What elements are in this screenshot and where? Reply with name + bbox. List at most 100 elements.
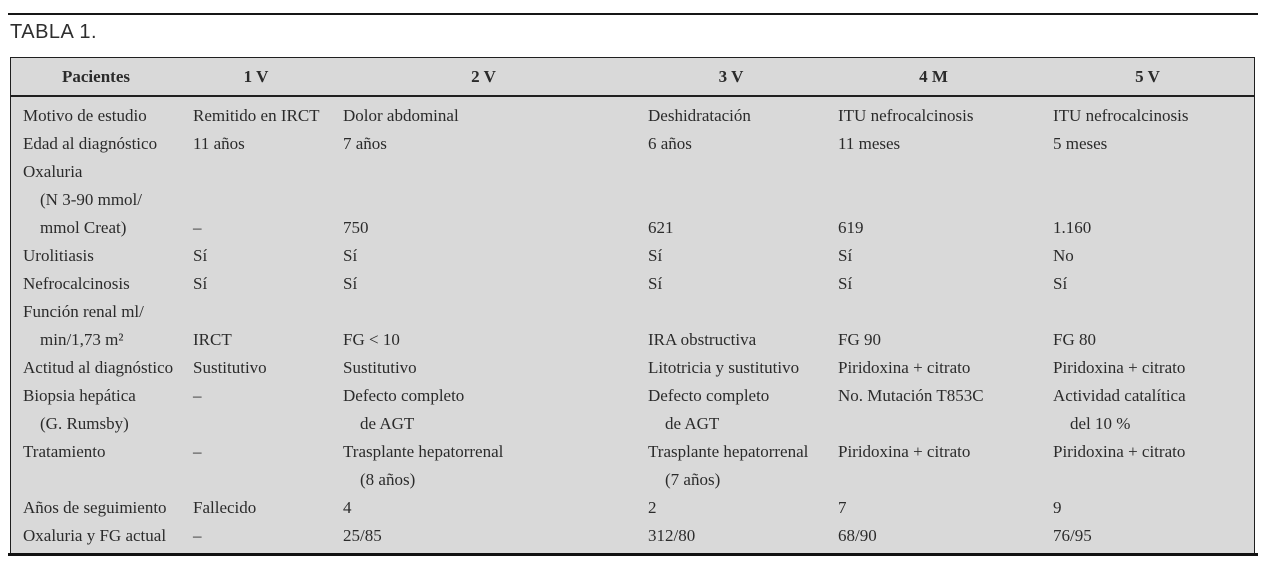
cell-line: 312/80 bbox=[648, 526, 696, 545]
table-row: Oxaluria (N 3-90 mmol/mmol Creat) – 750 621 6… bbox=[11, 158, 1254, 242]
cell-line: 2 bbox=[648, 498, 657, 517]
cell-line: Piridoxina + citrato bbox=[838, 358, 971, 377]
value-cell: No. Mutación T853C bbox=[826, 382, 1041, 438]
table-row: Nefrocalcinosis Sí Sí Sí Sí Sí bbox=[11, 270, 1254, 298]
value-cell: Remitido en IRCT bbox=[181, 96, 331, 130]
cell-line: Deshidratación bbox=[648, 106, 751, 125]
top-rule bbox=[8, 13, 1258, 15]
cell-line: (N 3-90 mmol/ bbox=[40, 190, 142, 209]
cell-line: 11 meses bbox=[838, 134, 901, 153]
value-cell: 11 años bbox=[181, 130, 331, 158]
row-label: Nefrocalcinosis bbox=[11, 270, 181, 298]
table-row: Función renal ml/min/1,73 m² IRCT FG < 10 I… bbox=[11, 298, 1254, 354]
value-cell: FG 80 bbox=[1041, 298, 1254, 354]
table-row: Oxaluria y FG actual – 25/85 312/80 68/90 76/… bbox=[11, 522, 1254, 555]
table-row: Años de seguimiento Fallecido 4 2 7 9 bbox=[11, 494, 1254, 522]
cell-line: Sustitutivo bbox=[343, 358, 417, 377]
value-cell: FG 90 bbox=[826, 298, 1041, 354]
cell-line: Actividad catalítica bbox=[1053, 386, 1186, 405]
cell-line: Dolor abdominal bbox=[343, 106, 459, 125]
value-cell: Sí bbox=[636, 270, 826, 298]
value-cell: 7 bbox=[826, 494, 1041, 522]
cell-line: IRA obstructiva bbox=[648, 330, 757, 349]
row-label: Biopsia hepática (G. Rumsby) bbox=[11, 382, 181, 438]
value-cell: Defecto completo de AGT bbox=[636, 382, 826, 438]
cell-line: Sí bbox=[1053, 274, 1068, 293]
cell-line: 750 bbox=[343, 218, 369, 237]
cell-line: Defecto completo bbox=[343, 386, 465, 405]
cell-line: Defecto completo bbox=[648, 386, 770, 405]
cell-line: Oxaluria y FG actual bbox=[23, 526, 167, 545]
cell-line: FG < 10 bbox=[343, 330, 400, 349]
value-cell: 25/85 bbox=[331, 522, 636, 555]
value-cell: – bbox=[181, 438, 331, 494]
cell-line: – bbox=[193, 218, 202, 237]
value-cell: Sí bbox=[331, 242, 636, 270]
value-cell: IRCT bbox=[181, 298, 331, 354]
cell-line: min/1,73 m² bbox=[40, 330, 124, 349]
table-row: Actitud al diagnóstico Sustitutivo Sustitu… bbox=[11, 354, 1254, 382]
value-cell: 6 años bbox=[636, 130, 826, 158]
value-cell: 621 bbox=[636, 158, 826, 242]
cell-line: 6 años bbox=[648, 134, 692, 153]
value-cell: Sí bbox=[826, 270, 1041, 298]
value-cell: ITU nefrocalcinosis bbox=[826, 96, 1041, 130]
value-cell: Sí bbox=[181, 242, 331, 270]
table-row: Urolitiasis Sí Sí Sí Sí No bbox=[11, 242, 1254, 270]
cell-line: – bbox=[193, 526, 202, 545]
cell-line: Urolitiasis bbox=[23, 246, 94, 265]
cell-line: Piridoxina + citrato bbox=[1053, 442, 1186, 461]
row-label: Edad al diagnóstico bbox=[11, 130, 181, 158]
cell-line: Sí bbox=[343, 246, 358, 265]
cell-line: 621 bbox=[648, 218, 674, 237]
value-cell: Defecto completo de AGT bbox=[331, 382, 636, 438]
value-cell: Actividad catalítica del 10 % bbox=[1041, 382, 1254, 438]
cell-line: Nefrocalcinosis bbox=[23, 274, 130, 293]
value-cell: 2 bbox=[636, 494, 826, 522]
value-cell: Fallecido bbox=[181, 494, 331, 522]
cell-line: mmol Creat) bbox=[40, 218, 127, 237]
column-header: 4 M bbox=[826, 58, 1041, 97]
cell-line: Motivo de estudio bbox=[23, 106, 147, 125]
cell-line: Piridoxina + citrato bbox=[838, 442, 971, 461]
cell-line: Tratamiento bbox=[23, 442, 106, 461]
cell-line: No. Mutación T853C bbox=[838, 386, 984, 405]
table-row: Biopsia hepática (G. Rumsby) – Defecto comp… bbox=[11, 382, 1254, 438]
value-cell: No bbox=[1041, 242, 1254, 270]
cell-line: Sí bbox=[648, 274, 663, 293]
column-header: 2 V bbox=[331, 58, 636, 97]
bottom-rule bbox=[8, 553, 1258, 556]
cell-line: FG 90 bbox=[838, 330, 881, 349]
cell-line: 4 bbox=[343, 498, 352, 517]
cell-line: de AGT bbox=[360, 414, 415, 433]
value-cell: 619 bbox=[826, 158, 1041, 242]
cell-line: Sí bbox=[193, 274, 208, 293]
value-cell: Piridoxina + citrato bbox=[826, 354, 1041, 382]
value-cell: Sustitutivo bbox=[331, 354, 636, 382]
value-cell: 1.160 bbox=[1041, 158, 1254, 242]
cell-line: Sí bbox=[838, 274, 853, 293]
cell-line: 7 años bbox=[343, 134, 387, 153]
cell-line: Sí bbox=[838, 246, 853, 265]
row-label: Motivo de estudio bbox=[11, 96, 181, 130]
value-cell: Trasplante hepatorrenal (8 años) bbox=[331, 438, 636, 494]
value-cell: Sí bbox=[1041, 270, 1254, 298]
cell-line: 68/90 bbox=[838, 526, 877, 545]
value-cell: FG < 10 bbox=[331, 298, 636, 354]
cell-line: del 10 % bbox=[1070, 414, 1131, 433]
cell-line: ITU nefrocalcinosis bbox=[1053, 106, 1189, 125]
row-label: Oxaluria (N 3-90 mmol/mmol Creat) bbox=[11, 158, 181, 242]
cell-line: Remitido en IRCT bbox=[193, 106, 320, 125]
cell-line: (8 años) bbox=[360, 470, 416, 489]
cell-line: 11 años bbox=[193, 134, 245, 153]
cell-line: Oxaluria bbox=[23, 162, 83, 181]
column-header: 5 V bbox=[1041, 58, 1254, 97]
column-header: 1 V bbox=[181, 58, 331, 97]
cell-line: – bbox=[193, 442, 202, 461]
cell-line: Trasplante hepatorrenal bbox=[648, 442, 809, 461]
value-cell: Trasplante hepatorrenal (7 años) bbox=[636, 438, 826, 494]
row-label: Tratamiento bbox=[11, 438, 181, 494]
